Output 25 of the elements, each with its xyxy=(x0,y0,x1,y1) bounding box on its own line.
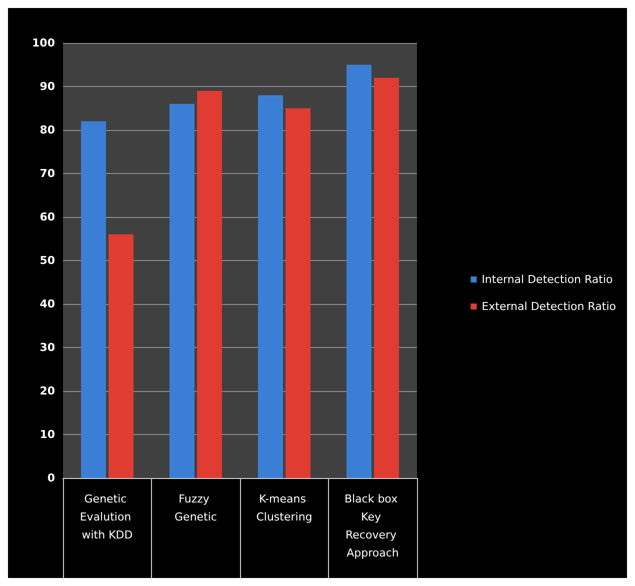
y-tick-label: 10 xyxy=(40,428,56,441)
y-tick-label: 0 xyxy=(47,472,56,484)
bar xyxy=(258,95,283,478)
y-tick-label: 100 xyxy=(32,36,56,50)
x-tick-label: Black box Key Recovery Approach xyxy=(344,492,402,560)
x-tick-label: K-means Clustering xyxy=(256,492,312,524)
x-tick-label: Genetic Evalution with KDD xyxy=(80,492,135,542)
y-tick-label: 20 xyxy=(40,384,56,398)
legend-label: Internal Detection Ratio xyxy=(482,273,614,286)
y-tick-label: 80 xyxy=(40,124,56,136)
y-tick-label: 50 xyxy=(40,254,56,267)
x-tick-label: Fuzzy Genetic xyxy=(174,492,217,524)
bar xyxy=(108,234,134,478)
bar xyxy=(81,121,106,478)
bar xyxy=(286,108,310,478)
y-tick-label: 30 xyxy=(40,341,56,354)
y-tick-label: 60 xyxy=(40,210,56,224)
bar xyxy=(374,78,399,478)
legend-label: External Detection Ratio xyxy=(482,300,616,313)
bar xyxy=(197,90,222,478)
y-tick-label: 70 xyxy=(40,167,56,180)
y-tick-label: 40 xyxy=(40,298,56,310)
bar xyxy=(346,64,372,478)
bar xyxy=(170,104,194,478)
y-tick-label: 90 xyxy=(40,80,56,93)
